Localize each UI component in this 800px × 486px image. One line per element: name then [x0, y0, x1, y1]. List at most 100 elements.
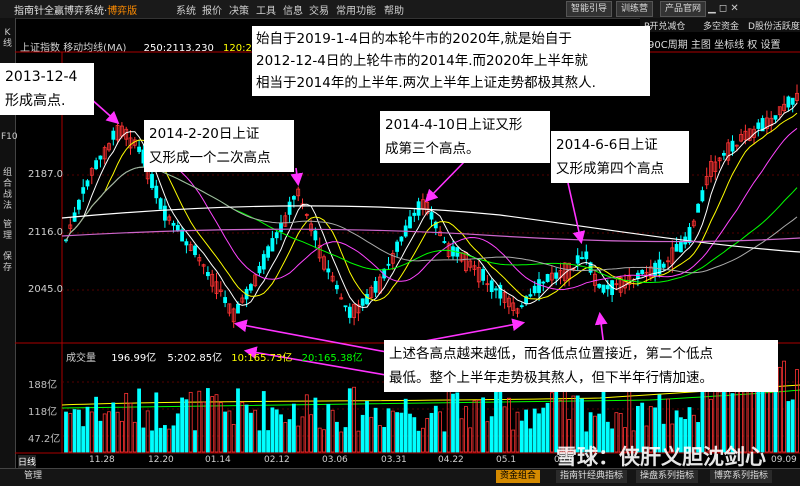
menu-tools[interactable]: 工具	[256, 6, 276, 17]
tab-f10[interactable]: F10	[1, 132, 18, 142]
smart-guide-button[interactable]: 智能引导	[566, 1, 613, 17]
x-tick: 09.09	[771, 455, 797, 465]
window-controls[interactable]: ▁ ◻ ✕	[708, 3, 739, 14]
candle-body	[674, 243, 679, 252]
volume-bar	[360, 414, 365, 453]
volume-bar	[244, 404, 249, 453]
candle-body	[98, 155, 103, 160]
main-chart-button[interactable]: 主图	[690, 40, 711, 51]
tab-fund-combo[interactable]: 资金组合	[496, 470, 541, 483]
candle-body	[485, 283, 490, 286]
candle-body	[231, 308, 236, 323]
toolbar-activity-button[interactable]: D股份活跃度	[748, 22, 800, 32]
manage-tab[interactable]: 管理	[24, 471, 43, 481]
tab-kline[interactable]: K线	[2, 28, 12, 49]
candle-body	[773, 115, 778, 120]
annotation-second-high: 2014-2-20日上证 又形成一个二次高点	[144, 120, 294, 172]
volume-bar	[498, 387, 503, 453]
candle-body	[691, 220, 696, 227]
volume-bar	[309, 414, 314, 453]
x-tick: 04.22	[438, 455, 464, 465]
menu-decision[interactable]: 决策	[229, 6, 249, 17]
tab-classic-indicators[interactable]: 指南针经典指标	[556, 470, 628, 483]
volume-ma20-line	[61, 389, 800, 409]
tab-manage[interactable]: 管理	[2, 220, 12, 241]
candle-body	[687, 227, 692, 244]
volume-bar	[618, 412, 623, 453]
candle-body	[180, 229, 185, 242]
candle-body	[502, 292, 507, 303]
volume-bar	[128, 402, 133, 453]
official-site-button[interactable]: 产品官网	[660, 1, 707, 17]
tab-trading-indicators[interactable]: 操盘系列指标	[636, 470, 699, 483]
tab-game-indicators[interactable]: 博弈系列指标	[710, 470, 773, 483]
candle-body	[150, 174, 154, 188]
volume-bar	[210, 396, 215, 453]
candle-body	[468, 260, 473, 268]
settings-button[interactable]: 设置	[760, 40, 781, 51]
candle-body	[287, 201, 292, 215]
candle-body	[210, 273, 215, 287]
volume-bar	[253, 409, 258, 453]
candle-body	[257, 266, 262, 274]
volume-bar	[683, 419, 688, 453]
volume-bar	[377, 425, 382, 453]
candle-body	[704, 176, 709, 186]
candle-body	[661, 263, 666, 268]
volume-bar	[223, 411, 228, 453]
volume-bar	[597, 413, 602, 453]
menu-common[interactable]: 常用功能	[336, 6, 376, 17]
volume-bar	[356, 430, 361, 453]
volume-bar	[438, 411, 443, 453]
candle-body	[717, 157, 722, 162]
volume-bar	[64, 411, 68, 453]
menu-help[interactable]: 帮助	[384, 6, 404, 17]
candle-body	[171, 222, 176, 226]
axis-button[interactable]: 坐标线	[714, 40, 745, 51]
volume-bar	[524, 409, 528, 453]
menu-quote[interactable]: 报价	[202, 6, 222, 17]
ma120-value: 120:2	[223, 43, 252, 54]
day-line-button[interactable]: 日线	[18, 455, 37, 468]
app-title-text: 指南针全赢博弈系统	[14, 6, 104, 17]
tab-strategy[interactable]: 组合战法	[2, 168, 12, 211]
tab-save[interactable]: 保存	[2, 252, 12, 273]
rights-button[interactable]: 权	[747, 40, 758, 51]
candle-body	[253, 274, 258, 287]
volume-bar	[296, 425, 301, 453]
candle-body	[666, 260, 670, 263]
volume-tick-low: 47.2亿	[28, 434, 61, 445]
volume-bar	[593, 415, 597, 453]
volume-bar	[218, 402, 223, 453]
volume-bar	[150, 430, 154, 453]
volume-bar	[334, 421, 339, 453]
volume-bar	[257, 430, 262, 453]
training-button[interactable]: 训练营	[616, 1, 654, 17]
annotation-line: 上述各高点越来越低，而各低点位置接近，第二个低点	[389, 346, 713, 362]
annotation-fourth-high: 2014-6-6日上证 又形成第四个高点	[551, 131, 689, 183]
annotation-line: 形成高点.	[5, 93, 66, 109]
volume-bar	[648, 406, 653, 453]
volume-bar	[679, 417, 683, 453]
volume-bar	[691, 414, 696, 453]
toolbar-reduce-button[interactable]: P开兑减仓	[644, 22, 686, 32]
toolbar-funds-button[interactable]: 多空资金	[703, 22, 740, 32]
volume-bar	[158, 427, 163, 453]
volume-bar	[515, 411, 520, 453]
menu-system[interactable]: 系统	[176, 6, 196, 17]
candle-body	[709, 161, 713, 177]
volume-bar	[382, 427, 387, 453]
annotation-third-high: 2014-4-10日上证又形 成第三个高点。	[380, 111, 550, 163]
period-button[interactable]: 90C周期	[648, 40, 688, 51]
volume-bar	[111, 402, 116, 453]
volume-bar	[197, 390, 202, 453]
menu-info[interactable]: 信息	[283, 6, 303, 17]
volume-bar	[631, 430, 636, 453]
volume-bar	[141, 427, 146, 453]
menu-trade[interactable]: 交易	[309, 6, 329, 17]
volume-bar	[365, 400, 369, 453]
volume-bar	[274, 409, 279, 453]
candle-body	[102, 147, 107, 160]
ma120-line	[61, 228, 800, 243]
index-name: 上证指数	[20, 43, 60, 54]
